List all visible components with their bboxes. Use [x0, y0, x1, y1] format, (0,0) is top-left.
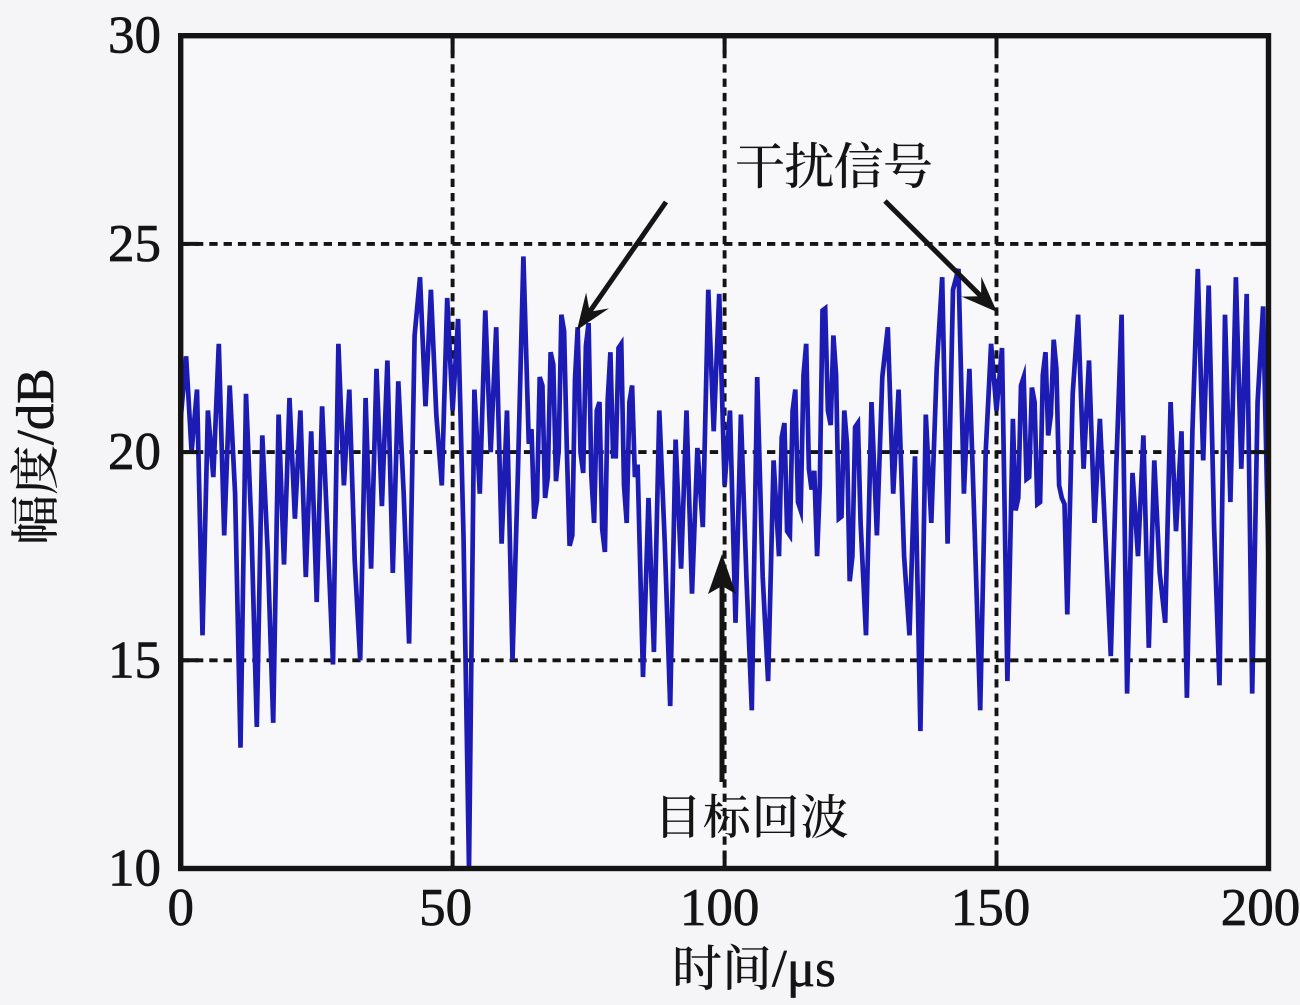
svg-text:30: 30 [108, 7, 161, 65]
svg-text:/μs: /μs [772, 940, 836, 998]
svg-text:150: 150 [951, 879, 1031, 937]
svg-text:/dB: /dB [7, 368, 65, 445]
svg-text:50: 50 [419, 879, 472, 937]
svg-text:0: 0 [167, 879, 194, 937]
svg-text:10: 10 [108, 840, 161, 898]
svg-text:20: 20 [108, 423, 161, 481]
svg-text:25: 25 [108, 215, 161, 273]
svg-text:15: 15 [108, 631, 161, 689]
svg-text:200: 200 [1221, 879, 1300, 937]
svg-text:100: 100 [680, 879, 760, 937]
